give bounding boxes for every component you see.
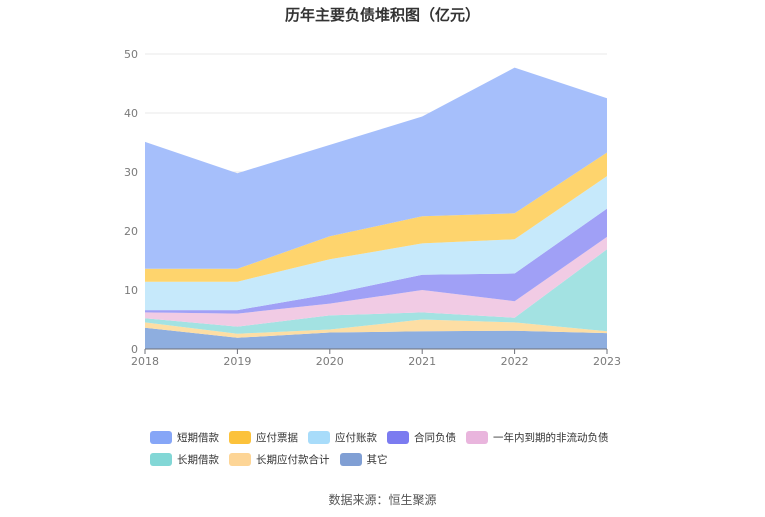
legend-swatch (339, 452, 362, 466)
x-tick-label: 2022 (501, 355, 529, 368)
legend-swatch (466, 430, 488, 444)
legend-item-short-term-loans[interactable]: 短期借款 (150, 430, 219, 445)
legend-label: 合同负债 (414, 431, 456, 444)
area-合同负债 (145, 208, 607, 314)
x-tick-label: 2021 (408, 355, 436, 368)
legend-item-long-term-loans[interactable]: 长期借款 (150, 452, 219, 467)
y-tick-label: 50 (124, 48, 138, 61)
legend-item-accounts-payable[interactable]: 应付账款 (308, 430, 377, 445)
legend-label: 一年内到期的非流动负债 (493, 431, 609, 444)
x-tick-label: 2018 (131, 355, 159, 368)
legend-item-long-term-payables[interactable]: 长期应付款合计 (229, 452, 330, 467)
legend-swatch (229, 430, 251, 444)
area-应付票据 (145, 152, 607, 282)
legend-label: 长期应付款合计 (256, 453, 330, 466)
x-tick-label: 2019 (223, 355, 251, 368)
legend-label: 应付账款 (335, 431, 377, 444)
data-source: 数据来源：恒生聚源 (328, 493, 437, 507)
y-tick-label: 10 (124, 284, 138, 297)
legend-label: 长期借款 (177, 453, 219, 466)
legend-swatch (387, 430, 409, 444)
legend-item-notes-payable[interactable]: 应付票据 (229, 430, 298, 445)
legend-label: 应付票据 (256, 431, 298, 444)
legend-swatch (150, 430, 172, 444)
area-series (145, 67, 607, 349)
y-tick-label: 20 (124, 225, 138, 238)
x-axis (144, 348, 608, 354)
legend-swatch (150, 452, 172, 466)
x-tick-label: 2023 (593, 355, 621, 368)
legend-item-other[interactable]: 其它 (339, 452, 388, 467)
legend-label: 短期借款 (177, 431, 219, 444)
stacked-area-chart: 0 10 20 30 40 50 2018 2019 2020 2021 2022 2023 (124, 48, 621, 368)
chart-title: 历年主要负债堆积图（亿元） (284, 6, 480, 24)
x-tick-label: 2020 (316, 355, 344, 368)
y-tick-label: 40 (124, 107, 138, 120)
area-长期应付款合计 (145, 319, 607, 338)
legend-label: 其它 (366, 453, 388, 466)
area-短期借款 (145, 67, 607, 269)
legend-item-current-noncurrent-liabilities[interactable]: 一年内到期的非流动负债 (466, 430, 609, 445)
x-axis-labels: 2018 2019 2020 2021 2022 2023 (131, 355, 621, 368)
area-其它 (145, 327, 607, 349)
y-tick-label: 0 (131, 343, 138, 356)
legend-row-1: 短期借款 应付票据 应付账款 合同负债 一年内到期的非流动负债 (150, 426, 650, 448)
area-应付账款 (145, 176, 607, 311)
area-一年内到期的非流动负债 (145, 236, 607, 327)
legend-item-contract-liabilities[interactable]: 合同负债 (387, 430, 456, 445)
y-axis-labels: 0 10 20 30 40 50 (124, 48, 138, 356)
legend-swatch (229, 452, 251, 466)
legend-swatch (308, 430, 330, 444)
legend: 短期借款 应付票据 应付账款 合同负债 一年内到期的非流动负债 长期借款 长期应… (150, 426, 650, 470)
legend-row-2: 长期借款 长期应付款合计 其它 (150, 448, 650, 470)
y-tick-label: 30 (124, 166, 138, 179)
area-长期借款 (145, 249, 607, 334)
